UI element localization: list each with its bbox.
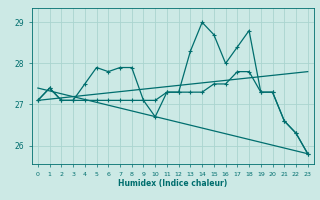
X-axis label: Humidex (Indice chaleur): Humidex (Indice chaleur) bbox=[118, 179, 228, 188]
